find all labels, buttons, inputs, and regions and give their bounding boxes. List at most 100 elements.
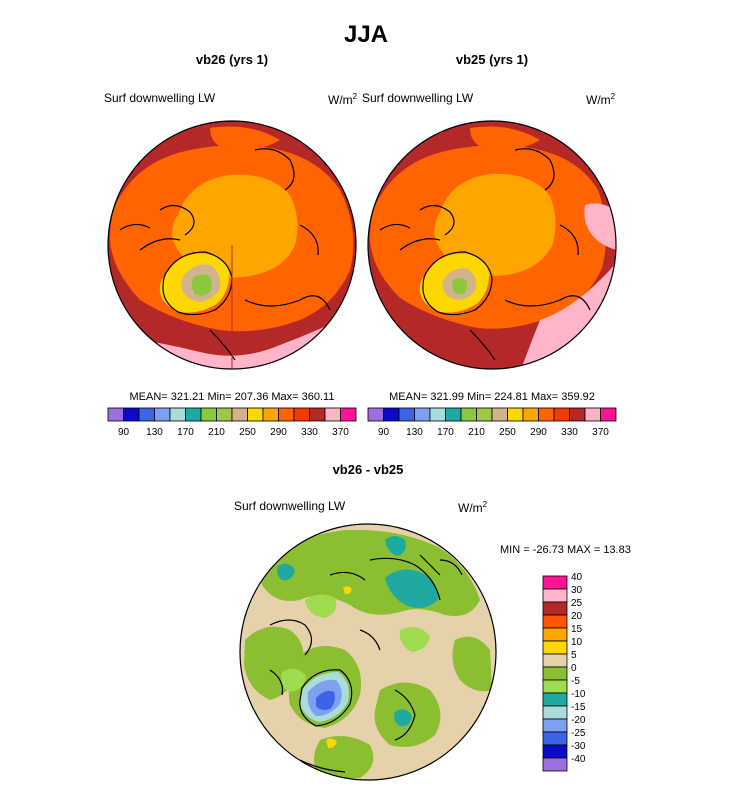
figure-title: JJA [344, 21, 388, 48]
panel2-colorbar-tick-label: 170 [437, 427, 454, 438]
panel1-unit-label: W/m2 [328, 92, 358, 107]
panel3-colorbar-tick-label: 20 [571, 611, 583, 622]
panel2-colorbar-swatch [569, 407, 586, 422]
panel3-map [240, 524, 496, 780]
panel1-colorbar-swatch [231, 407, 248, 422]
panel3-colorbar-tick-label: -5 [571, 676, 580, 687]
panel1-colorbar-swatch [107, 407, 124, 422]
panel3-field-teal-west [277, 563, 295, 581]
panel1-colorbar-swatch [340, 407, 357, 422]
panel1-colorbar-swatch [200, 407, 217, 422]
panel2-colorbar-swatch [584, 407, 601, 422]
panel3-colorbar-swatch [542, 744, 568, 759]
panel2-field-amber [434, 173, 556, 276]
panel2-subtitle: vb25 (yrs 1) [456, 52, 528, 67]
panel1-colorbar-swatch [169, 407, 186, 422]
panel2-stats: MEAN= 321.99 Min= 224.81 Max= 359.92 [389, 391, 595, 403]
panel1-colorbar-tick-label: 250 [239, 427, 256, 438]
panel1-coastlines [119, 148, 331, 361]
panel3-field-greenland-darkblue [316, 690, 335, 710]
panel2-colorbar-swatch [507, 407, 524, 422]
panel3-colorbar-tick-label: 25 [571, 598, 583, 609]
panel3-colorbar-swatch [542, 627, 568, 642]
panel2-colorbar-swatch [429, 407, 446, 422]
panel3-field-lightgreen-a [305, 594, 337, 618]
panel2-colorbar-tick-label: 370 [592, 427, 609, 438]
panel3-unit-label: W/m2 [458, 500, 488, 515]
panel2-unit-label: W/m2 [586, 92, 616, 107]
panel3-colorbar-tick-label: 10 [571, 637, 583, 648]
panel-difference: vb26 - vb25 Surf downwelling LW W/m2 MIN… [234, 462, 631, 781]
panel1-colorbar-swatch [216, 407, 233, 422]
panel3-colorbar-tick-label: -20 [571, 715, 586, 726]
panel3-field-lightgreen-c [281, 668, 306, 692]
panel3-colorbar-swatch [542, 666, 568, 681]
panel3-field-lightgreen-b [399, 627, 430, 652]
panel1-colorbar: 90 130 170 210 250 290 330 370 [107, 407, 357, 438]
panel2-map [368, 121, 616, 369]
panel3-colorbar-swatch [542, 575, 568, 590]
panel2-colorbar-swatch [367, 407, 384, 422]
panel2-colorbar-tick-label: 290 [530, 427, 547, 438]
panel1-colorbar-tick-label: 210 [208, 427, 225, 438]
panel2-field-pink-right [584, 203, 616, 250]
panel1-colorbar-swatch [123, 407, 140, 422]
panel2-colorbar-swatch [414, 407, 431, 422]
panel2-colorbar-tick-label: 330 [561, 427, 578, 438]
panel-vb25: vb25 (yrs 1) Surf downwelling LW W/m2 ME… [362, 52, 617, 438]
panel3-subtitle: vb26 - vb25 [333, 462, 404, 477]
panel2-coastlines [379, 148, 591, 361]
panel2-field-greenland-green [452, 278, 468, 295]
panel2-colorbar-swatch [538, 407, 555, 422]
panel2-colorbar-swatch [491, 407, 508, 422]
panel3-field-teal-north [385, 536, 406, 556]
panel1-field-orange-patch [210, 126, 280, 151]
panel1-colorbar-tick-label: 290 [270, 427, 287, 438]
panel1-colorbar-tick-label: 130 [146, 427, 163, 438]
panel1-colorbar-swatch [154, 407, 171, 422]
panel1-colorbar-swatch [309, 407, 326, 422]
panel1-colorbar-swatch [293, 407, 310, 422]
panel3-coastlines [269, 554, 463, 773]
panel2-colorbar-tick-label: 130 [406, 427, 423, 438]
panel1-colorbar-swatch [185, 407, 202, 422]
panel1-variable-label: Surf downwelling LW [104, 91, 216, 105]
panel1-colorbar-tick-label: 370 [332, 427, 349, 438]
panel2-colorbar-tick-label: 210 [468, 427, 485, 438]
panel1-field-greenland-green [191, 274, 212, 296]
panel3-colorbar-tick-label: -30 [571, 741, 586, 752]
panel2-colorbar-tick-label: 250 [499, 427, 516, 438]
panel1-colorbar-swatch [324, 407, 341, 422]
panel3-field-teal-northeast [385, 569, 439, 608]
panel3-colorbar-tick-label: 30 [571, 585, 583, 596]
panel1-colorbar-swatch [278, 407, 295, 422]
panel2-field-orange-patch [470, 126, 540, 151]
panel3-colorbar-swatch [542, 640, 568, 655]
panel3-colorbar-swatch [542, 692, 568, 707]
panel3-colorbar-swatch [542, 653, 568, 668]
panel3-field-yellow-a [343, 586, 352, 595]
panel2-colorbar-swatch [600, 407, 617, 422]
panel2-colorbar-swatch [476, 407, 493, 422]
panel3-colorbar-swatch [542, 705, 568, 720]
panel3-colorbar-swatch [542, 731, 568, 746]
panel2-colorbar-swatch [522, 407, 539, 422]
panel3-colorbar: 40 30 25 20 15 10 5 0 -5 -10 -15 -20 -25 -30 -40 [542, 572, 586, 772]
panel2-variable-label: Surf downwelling LW [362, 91, 474, 105]
panel2-map-border [367, 120, 617, 370]
panel1-subtitle: vb26 (yrs 1) [196, 52, 268, 67]
panel2-colorbar-swatch [445, 407, 462, 422]
panel-vb26: vb26 (yrs 1) Surf downwelling LW W/m2 ME… [104, 52, 358, 438]
panel3-colorbar-swatch [542, 588, 568, 603]
panel3-field-green-patch-a [452, 636, 492, 692]
panel3-colorbar-swatch [542, 601, 568, 616]
panel3-colorbar-swatch [542, 718, 568, 733]
panel3-colorbar-swatch [542, 757, 568, 772]
panel1-colorbar-tick-label: 90 [118, 427, 130, 438]
panel2-colorbar: 90 130 170 210 250 290 330 370 [367, 407, 617, 438]
panel3-colorbar-swatch [542, 614, 568, 629]
panel2-colorbar-swatch [460, 407, 477, 422]
panel3-colorbar-tick-label: 0 [571, 663, 577, 674]
panel1-colorbar-tick-label: 170 [177, 427, 194, 438]
